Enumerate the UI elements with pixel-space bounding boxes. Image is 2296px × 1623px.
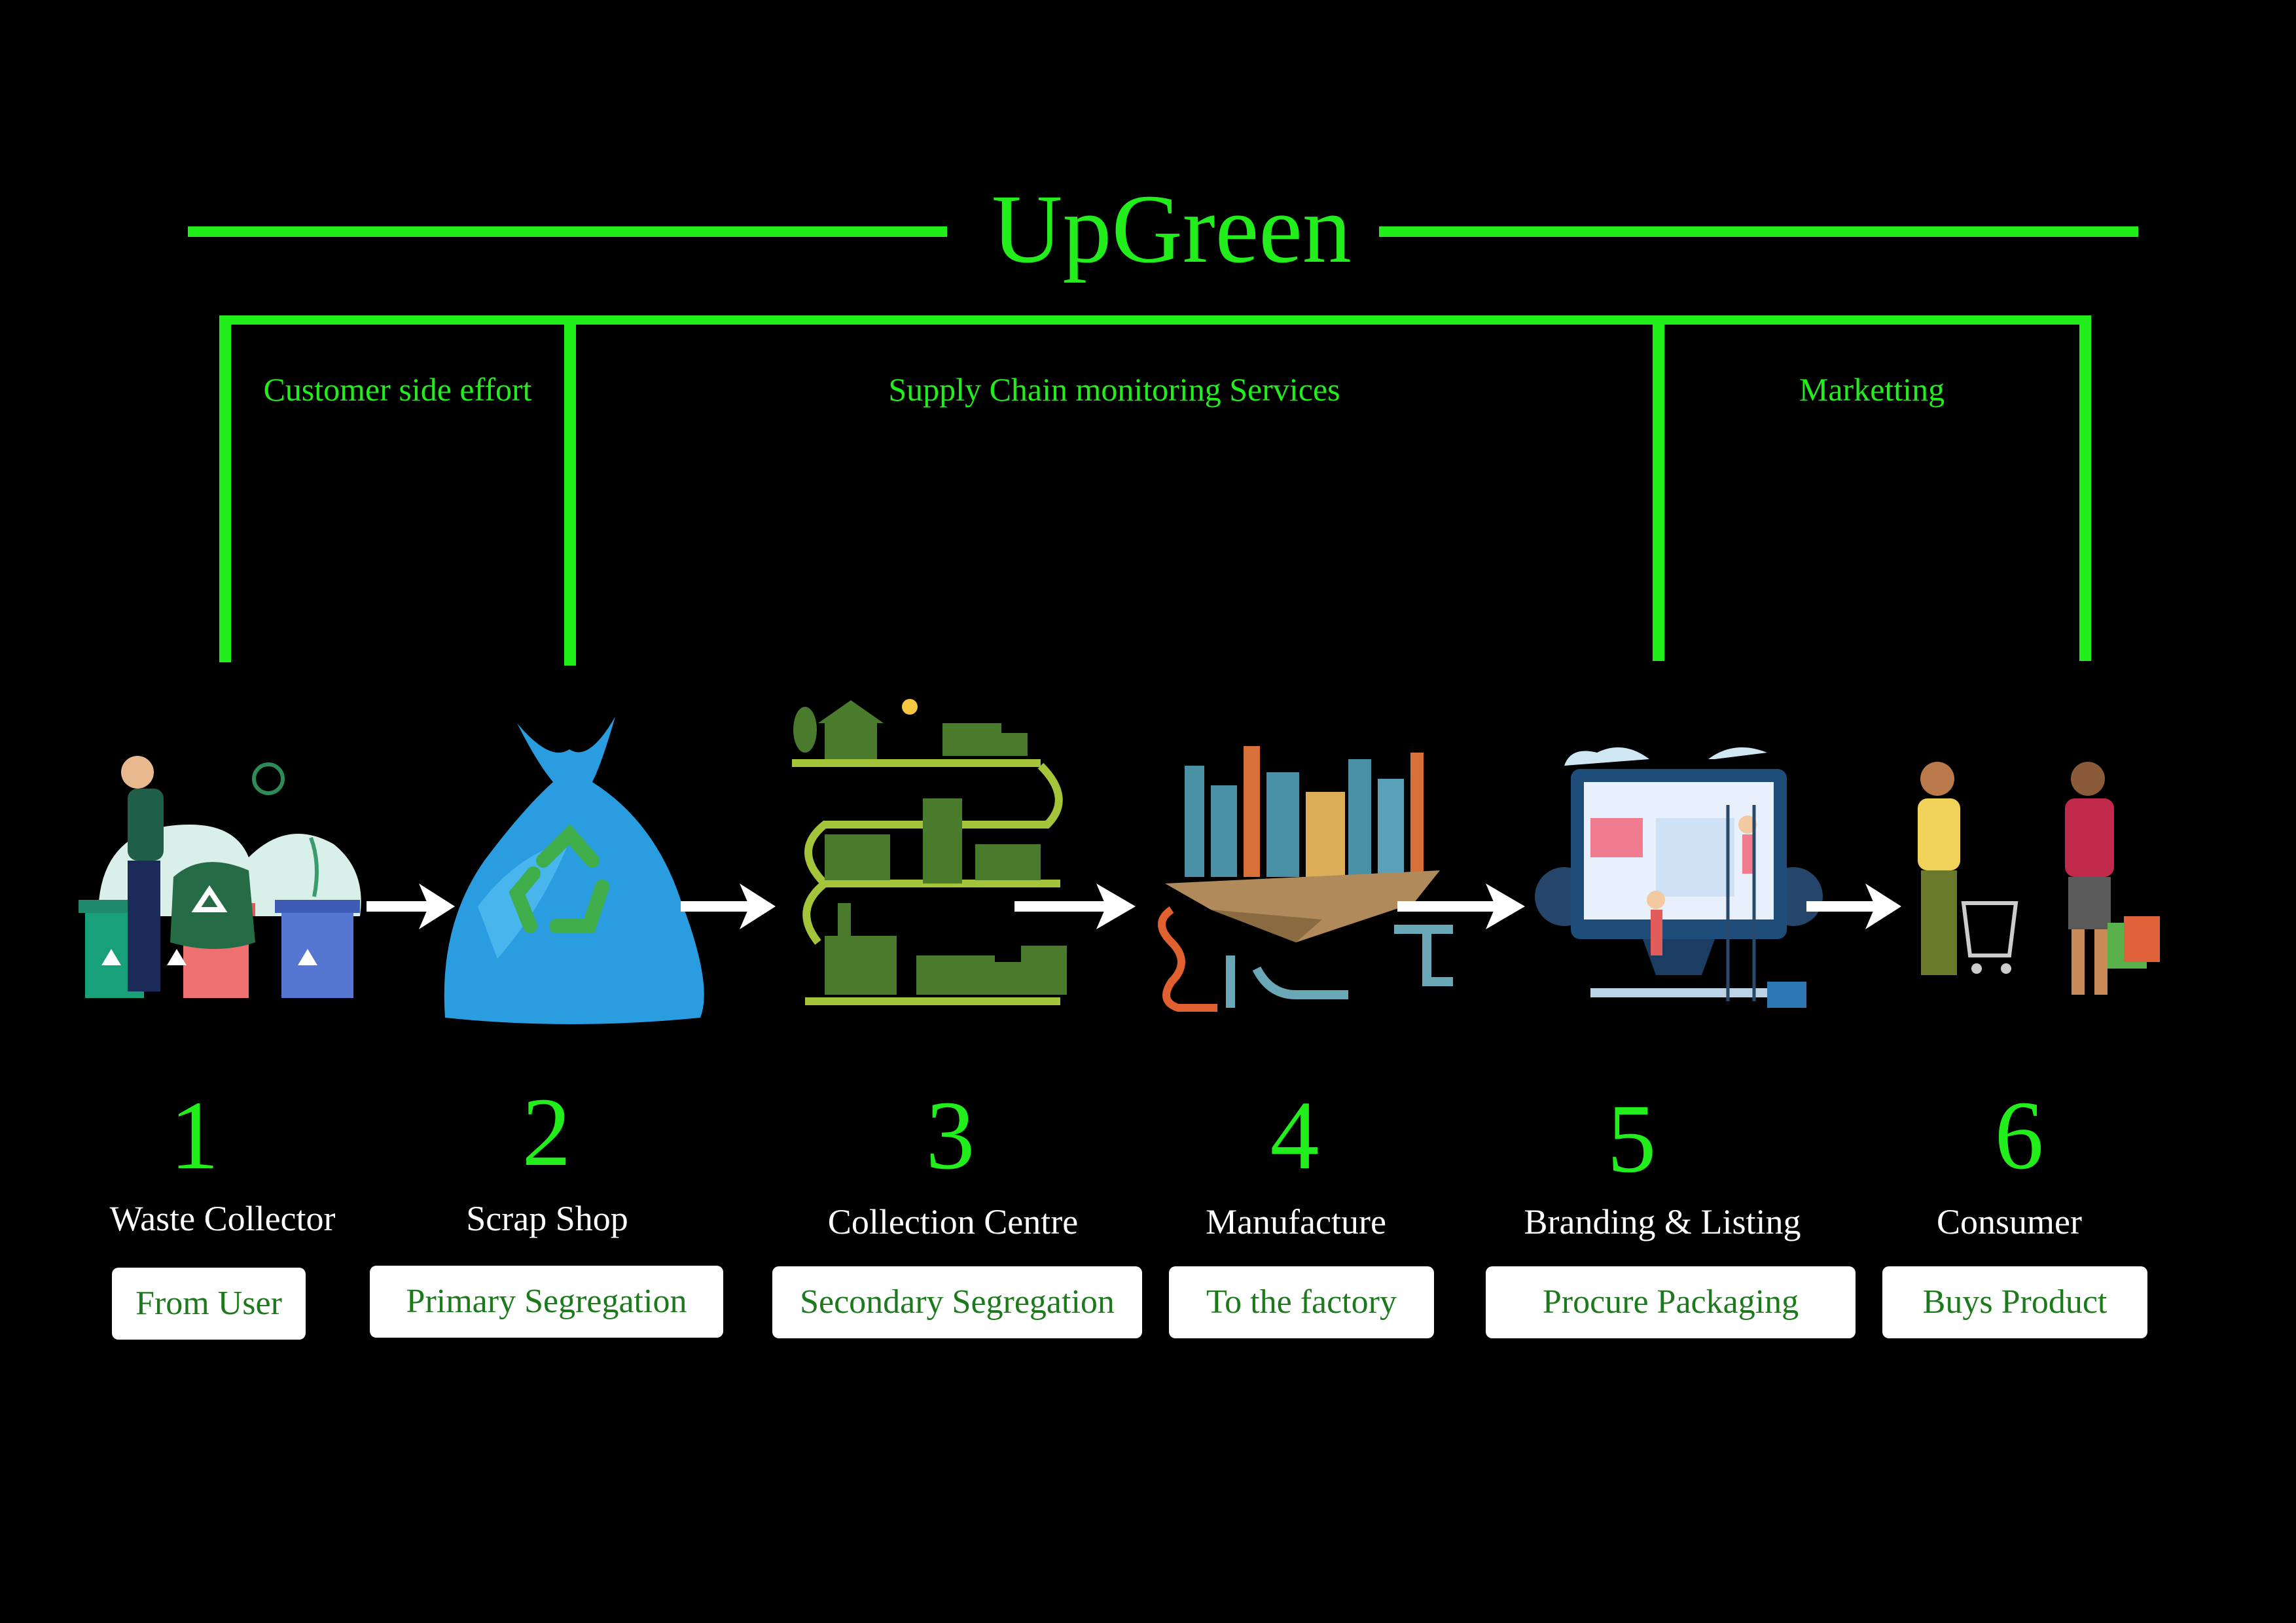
step-2-name: Scrap Shop [466, 1199, 628, 1238]
step-1-action: From User [135, 1285, 282, 1322]
flow-arrow-2 [681, 883, 776, 929]
step-6-action-box: Buys Product [1882, 1266, 2147, 1338]
bracket-divider-4 [2079, 315, 2091, 661]
step-4-number: 4 [1270, 1081, 1319, 1190]
step-2-action: Primary Segregation [406, 1283, 687, 1320]
step-2-action-box: Primary Segregation [370, 1266, 723, 1338]
flow-arrow-4 [1397, 883, 1525, 929]
step-2-number: 2 [522, 1078, 571, 1186]
step-3-action-box: Secondary Segregation [772, 1266, 1142, 1338]
bracket-divider-2 [564, 315, 576, 666]
bracket-divider-1 [219, 315, 231, 662]
diagram-title: UpGreen [992, 175, 1352, 283]
bracket-divider-3 [1653, 315, 1664, 661]
shoppers-icon [1918, 762, 2160, 995]
step-3-number: 3 [925, 1081, 975, 1190]
step-5-action: Procure Packaging [1542, 1283, 1799, 1321]
title-rule-left [188, 226, 947, 237]
step-1-number: 1 [170, 1081, 219, 1190]
flow-arrow-5 [1806, 883, 1901, 929]
bracket-top-rule [219, 315, 2091, 325]
collection-centre-icon [792, 699, 1067, 1005]
step-4-name: Manufacture [1206, 1202, 1386, 1241]
recycle-bag-icon [444, 717, 704, 1024]
flow-arrow-3 [1014, 883, 1136, 929]
step-6-action: Buys Product [1922, 1283, 2108, 1321]
step-1-action-box: From User [112, 1268, 306, 1340]
section-label-customer: Customer side effort [263, 371, 532, 408]
step-5-action-box: Procure Packaging [1486, 1266, 1856, 1338]
step-3-action: Secondary Segregation [800, 1283, 1115, 1321]
step-4-action: To the factory [1206, 1283, 1397, 1321]
section-label-supply-chain: Supply Chain monitoring Services [888, 371, 1340, 408]
step-5-name: Branding & Listing [1524, 1202, 1801, 1241]
title-rule-right [1379, 226, 2138, 237]
step-6-name: Consumer [1937, 1202, 2082, 1241]
step-4-action-box: To the factory [1169, 1266, 1434, 1338]
step-1-name: Waste Collector [109, 1199, 336, 1238]
waste-bins-icon [79, 756, 361, 998]
step-6-number: 6 [1994, 1081, 2044, 1190]
web-listing-icon [1535, 747, 1823, 1008]
step-5-number: 5 [1607, 1084, 1657, 1193]
flow-arrow-1 [367, 883, 455, 929]
step-3-name: Collection Centre [827, 1202, 1079, 1241]
section-label-marketing: Marketting [1799, 371, 1945, 408]
factory-icon [1158, 746, 1453, 1012]
